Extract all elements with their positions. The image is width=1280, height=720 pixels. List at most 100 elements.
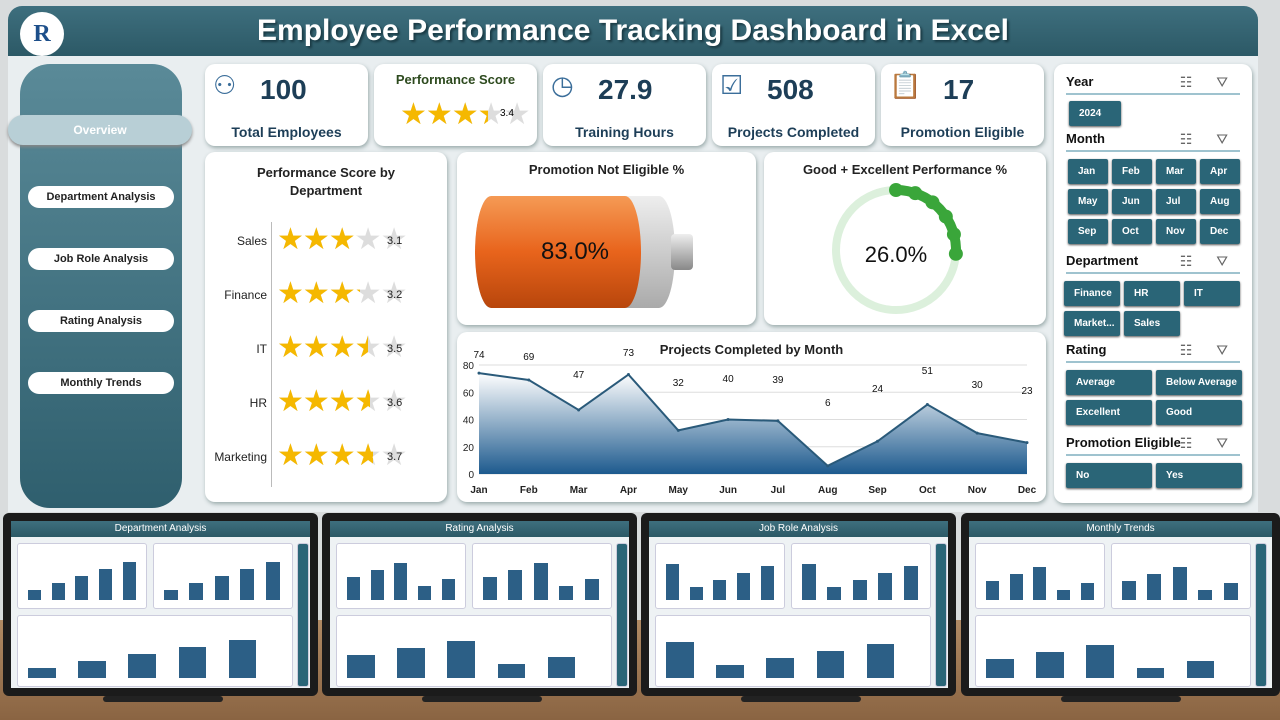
data-label: 74 (473, 350, 485, 361)
gauge-marker (946, 227, 961, 242)
slicer-clear-filter-icon[interactable]: ☷ ⛛ (1179, 435, 1238, 451)
preview-bar (75, 576, 89, 600)
slicer-option-month[interactable]: Jul (1156, 189, 1196, 214)
slicer-option-month[interactable]: Jan (1068, 159, 1108, 184)
checklist-icon: ☑ (720, 70, 744, 100)
slicer-option-year[interactable]: 2024 (1069, 101, 1121, 126)
chart-title: Projects Completed by Month (659, 342, 844, 357)
slicer-option-month[interactable]: Feb (1112, 159, 1152, 184)
clock-training-icon: ◷ (551, 70, 574, 100)
preview-bar (441, 579, 455, 600)
nav-monthly-trends-button[interactable]: Monthly Trends (28, 372, 174, 394)
department-label: Sales (236, 234, 267, 248)
slicer-option-department[interactable]: IT (1184, 281, 1240, 306)
slicer-clear-filter-icon[interactable]: ☷ ⛛ (1179, 342, 1238, 358)
preview-title: Job Role Analysis (649, 521, 948, 537)
preview-chart-thumbnail (472, 543, 612, 609)
y-tick-label: 20 (463, 443, 475, 454)
x-tick-label: Jun (719, 485, 737, 496)
slicer-option-month[interactable]: Mar (1156, 159, 1196, 184)
preview-bar (1198, 590, 1213, 600)
preview-bar (265, 562, 280, 600)
slicer-option-rating[interactable]: Good (1156, 400, 1242, 425)
preview-bar (1122, 581, 1136, 600)
preview-chart-thumbnail (1111, 543, 1251, 609)
gauge-value: 26.0% (864, 242, 928, 267)
preview-bar (240, 569, 255, 600)
data-label: 6 (825, 398, 831, 409)
slicer-clear-filter-icon[interactable]: ☷ ⛛ (1179, 253, 1238, 269)
department-value: 3.5 (387, 343, 403, 355)
slicer-option-department[interactable]: Finance (1064, 281, 1120, 306)
monitor-stand (1061, 696, 1181, 702)
kpi-value: 3.4 (500, 108, 514, 119)
star-rating-icon: ★★★★★★★★★★ (277, 385, 407, 418)
slicer-clear-filter-icon[interactable]: ☷ ⛛ (1179, 74, 1238, 90)
preview-bar (802, 564, 816, 600)
dashboard-preview-monitor[interactable]: Monthly Trends (961, 513, 1280, 696)
gauge-marker (908, 186, 923, 201)
nav-job-role-analysis-button[interactable]: Job Role Analysis (28, 248, 174, 270)
projects-by-month-chart: Projects Completed by Month 0 20 40 60 80 74 J… (457, 332, 1046, 502)
slicer-option-department[interactable]: Market... (1064, 311, 1120, 336)
preview-bar (584, 579, 599, 600)
preview-bar (78, 661, 106, 678)
clipboard-check-icon: 📋 (889, 70, 922, 100)
slicer-option-rating[interactable]: Excellent (1066, 400, 1152, 425)
data-label: 24 (872, 384, 884, 395)
slicer-option-department[interactable]: Sales (1124, 311, 1180, 336)
preview-bar (347, 655, 375, 678)
gauge-marker (889, 183, 903, 197)
slicer-option-month[interactable]: Sep (1068, 219, 1108, 244)
preview-bar (766, 658, 794, 678)
dashboard-preview-monitor[interactable]: Department Analysis (3, 513, 318, 696)
slicer-option-month[interactable]: May (1068, 189, 1108, 214)
preview-bar (1136, 668, 1165, 678)
preview-bar (878, 573, 893, 600)
dashboard-preview-monitor[interactable]: Rating Analysis (322, 513, 637, 696)
preview-bar (394, 563, 408, 600)
preview-bar (852, 580, 867, 600)
kpi-total-employees: ⚇ 100 Total Employees (205, 64, 368, 146)
data-label: 40 (723, 374, 735, 385)
nav-department-analysis-button[interactable]: Department Analysis (28, 186, 174, 208)
preview-bar (716, 665, 744, 678)
monitor-stand (741, 696, 861, 702)
promotion-not-eligible-card: Promotion Not Eligible % 83.0% (457, 152, 756, 325)
y-tick-label: 60 (463, 388, 475, 399)
slicer-option-month[interactable]: Aug (1200, 189, 1240, 214)
slicer-option-month[interactable]: Oct (1112, 219, 1152, 244)
slicer-option-promotion-eligible[interactable]: Yes (1156, 463, 1242, 488)
nav-overview-button[interactable]: Overview (8, 115, 192, 145)
gauge-arc (895, 185, 961, 255)
preview-screen: Rating Analysis (330, 521, 629, 688)
slicer-option-month[interactable]: Nov (1156, 219, 1196, 244)
chart-title: Performance Score by Department (256, 165, 395, 198)
slicer-option-promotion-eligible[interactable]: No (1066, 463, 1152, 488)
preview-bar (28, 590, 41, 600)
kpi-projects-completed: ☑ 508 Projects Completed (712, 64, 875, 146)
department-value: 3.1 (387, 235, 403, 247)
preview-bar (189, 583, 204, 600)
preview-bar (666, 642, 694, 678)
star-rating-icon: ★★★★★★★★★★ (277, 223, 407, 256)
preview-slicer-strip (1255, 543, 1267, 687)
data-point (975, 431, 979, 435)
slicer-option-month[interactable]: Jun (1112, 189, 1152, 214)
slicer-clear-filter-icon[interactable]: ☷ ⛛ (1179, 131, 1238, 147)
slicer-option-rating[interactable]: Below Average (1156, 370, 1242, 395)
slicer-option-rating[interactable]: Average (1066, 370, 1152, 395)
nav-rating-analysis-button[interactable]: Rating Analysis (28, 310, 174, 332)
slicer-option-month[interactable]: Dec (1200, 219, 1240, 244)
data-point (477, 371, 481, 375)
slicer-title-month: Month (1066, 131, 1105, 146)
slicer-option-month[interactable]: Apr (1200, 159, 1240, 184)
preview-bar (370, 570, 384, 600)
preview-chart-thumbnail (153, 543, 293, 609)
dashboard-preview-monitor[interactable]: Job Role Analysis (641, 513, 956, 696)
kpi-performance-score: Performance Score ★★★★★★★★★★ 3.4 (374, 64, 537, 146)
x-tick-label: Oct (919, 485, 936, 496)
slicer-option-department[interactable]: HR (1124, 281, 1180, 306)
preview-bar (760, 566, 774, 600)
